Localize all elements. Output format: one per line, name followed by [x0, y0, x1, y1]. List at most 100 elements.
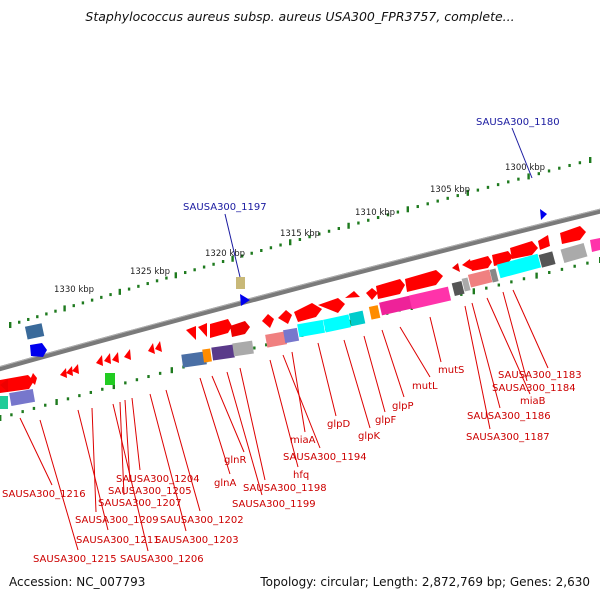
gene-label: SAUSA300_1183 — [498, 370, 582, 381]
gene-block[interactable] — [232, 340, 254, 357]
gene-block[interactable] — [283, 327, 300, 344]
gene-block[interactable] — [408, 286, 452, 310]
gene-arrow[interactable] — [345, 291, 360, 298]
scale-tick — [112, 383, 115, 390]
scale-tick — [396, 210, 400, 214]
gene-arrow[interactable] — [262, 314, 274, 328]
scale-tick — [289, 239, 292, 246]
gene-arrow[interactable] — [155, 341, 162, 352]
connector-line — [226, 371, 263, 496]
gene-arrow-blue[interactable] — [30, 343, 47, 357]
gene-label: mutS — [438, 365, 464, 376]
gene-block[interactable] — [24, 323, 45, 340]
scale-tick — [101, 387, 104, 391]
gene-arrow[interactable] — [198, 323, 207, 337]
gene-arrow[interactable] — [124, 349, 131, 360]
gene-arrow[interactable] — [470, 256, 492, 271]
scale-tick — [265, 343, 268, 347]
gene-arrow[interactable] — [148, 343, 155, 354]
gene-label: SAUSA300_1184 — [492, 383, 576, 394]
connector-line — [239, 367, 266, 481]
gene-block[interactable] — [202, 348, 212, 363]
gene-block[interactable] — [538, 251, 556, 268]
gene-block[interactable] — [379, 295, 414, 316]
connector-line — [363, 335, 386, 413]
gene-arrow[interactable] — [278, 310, 292, 324]
gene-label: SAUSA300_1209 — [75, 515, 159, 526]
gene-arrow[interactable] — [96, 355, 103, 366]
scale-tick — [349, 319, 352, 326]
gene-block[interactable] — [451, 280, 465, 297]
scale-tick — [250, 251, 253, 255]
gene-arrow[interactable] — [452, 263, 460, 272]
gene-block[interactable] — [297, 319, 326, 338]
gene-arrow[interactable] — [210, 319, 232, 338]
gene-block[interactable] — [181, 351, 207, 368]
gene-arrow[interactable] — [405, 270, 443, 292]
scale-tick — [109, 293, 112, 297]
gene-arrow[interactable] — [104, 353, 111, 364]
scale-tick — [573, 264, 576, 268]
gene-arrow-blue[interactable] — [540, 209, 547, 220]
scale-tick — [318, 232, 321, 236]
scale-tick — [127, 287, 131, 291]
gene-arrow[interactable] — [30, 373, 37, 385]
gene-label: SAUSA300_1205 — [108, 486, 192, 497]
gene-block[interactable] — [368, 305, 381, 320]
gene-arrow[interactable] — [60, 368, 67, 378]
gene-arrow[interactable] — [112, 352, 119, 363]
gene-block[interactable] — [461, 277, 471, 292]
gene-arrow[interactable] — [510, 241, 538, 259]
scale-tick — [446, 196, 449, 200]
connector-line — [131, 397, 141, 471]
gene-block[interactable] — [348, 310, 366, 327]
scale-tick — [386, 213, 390, 217]
gene-block[interactable] — [211, 344, 235, 361]
gene-arrow-blue[interactable] — [240, 294, 250, 306]
gene-arrow[interactable] — [0, 375, 34, 393]
gene-arrow[interactable] — [294, 303, 322, 322]
scale-tick — [456, 194, 459, 198]
gene-label-connectors — [19, 289, 549, 552]
gene-block[interactable] — [560, 242, 588, 264]
gene-block[interactable] — [467, 269, 493, 288]
scale-tick — [135, 378, 139, 382]
gene-arrow[interactable] — [560, 226, 586, 244]
gene-arrow[interactable] — [66, 366, 73, 376]
gene-block[interactable] — [265, 331, 288, 348]
scale-tick — [184, 271, 187, 275]
scale-tick — [376, 216, 380, 220]
gene-block[interactable] — [9, 389, 36, 406]
gene-arrow[interactable] — [538, 235, 550, 250]
gene-arrow[interactable] — [366, 288, 378, 300]
scale-tick — [406, 206, 409, 213]
gene-block[interactable] — [105, 373, 115, 385]
gene-block[interactable] — [496, 253, 542, 279]
gene-arrow[interactable] — [230, 321, 250, 337]
connector-line — [39, 419, 79, 551]
scale-tick — [260, 249, 263, 253]
scale-tick — [165, 276, 168, 280]
gene-arrow[interactable] — [462, 259, 472, 270]
connector-line — [343, 339, 371, 429]
gene-label-blue: SAUSA300_1180 — [476, 117, 560, 128]
gene-block[interactable] — [236, 277, 245, 289]
connector-line — [512, 289, 549, 369]
scale-tick — [327, 229, 331, 233]
gene-block[interactable] — [0, 396, 8, 409]
connector-line — [381, 329, 405, 398]
gene-arrow[interactable] — [376, 279, 405, 299]
scale-labels: 1330 kbp 1325 kbp 1320 kbp 1315 kbp 1310… — [54, 163, 545, 295]
gene-arrow[interactable] — [72, 364, 79, 374]
gene-arrow[interactable] — [318, 298, 345, 313]
gene-arrow[interactable] — [0, 379, 8, 392]
gene-block-magenta[interactable] — [590, 238, 600, 252]
gene-label: SAUSA300_1186 — [467, 411, 551, 422]
gene-block[interactable] — [489, 268, 499, 283]
connector-line — [486, 297, 531, 395]
scale-label: 1310 kbp — [355, 208, 395, 218]
gene-block[interactable] — [323, 314, 352, 333]
scale-tick — [231, 255, 234, 262]
gene-arrow[interactable] — [186, 326, 196, 340]
scale-tick — [45, 312, 48, 316]
